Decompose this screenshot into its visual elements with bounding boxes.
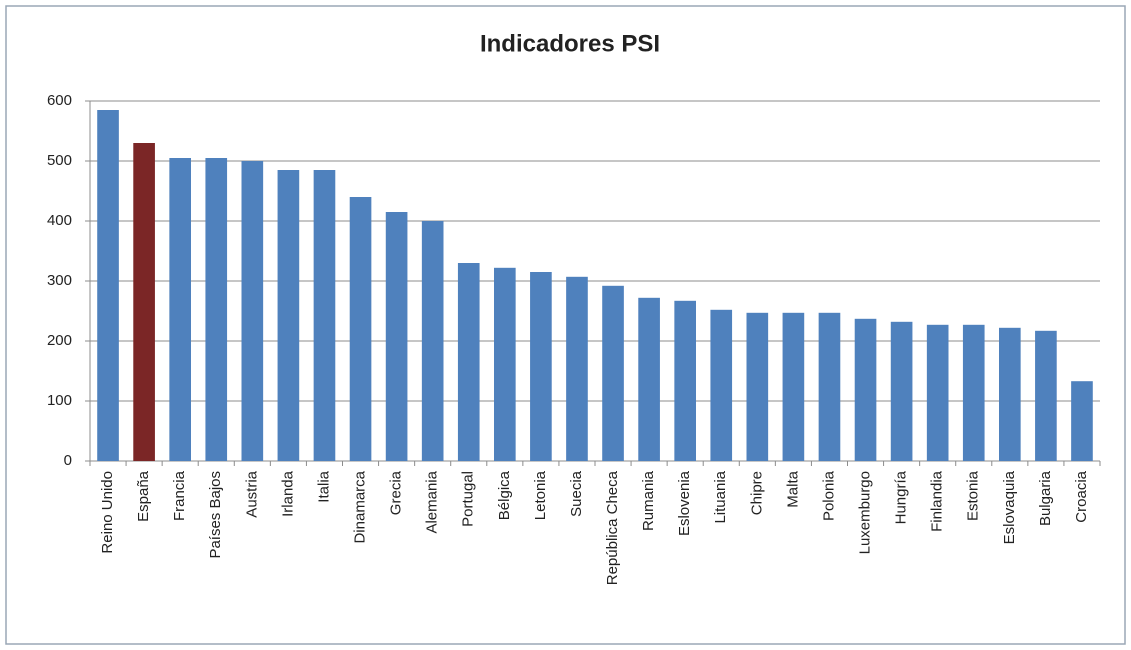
x-tick-label: Rumania: [640, 470, 657, 531]
bar: [133, 143, 155, 461]
bar: [457, 263, 480, 461]
bar: [169, 158, 191, 461]
bar: [1035, 330, 1057, 461]
x-tick-label: Portugal: [460, 471, 477, 527]
y-tick-label: 200: [47, 332, 72, 349]
x-tick-label: Bélgica: [496, 470, 513, 520]
bar: [385, 212, 408, 461]
bar: [818, 312, 841, 461]
x-tick-label: Grecia: [388, 470, 405, 515]
bar: [241, 161, 264, 461]
x-tick-label: Dinamarca: [352, 470, 369, 543]
x-tick-label: Polonia: [820, 470, 837, 521]
x-tick-label: España: [135, 470, 152, 522]
y-tick-label: 0: [64, 452, 72, 469]
x-tick-label: Suecia: [568, 470, 585, 517]
y-tick-label: 300: [47, 272, 72, 289]
bar: [313, 170, 336, 461]
x-tick-label: Croacia: [1073, 470, 1090, 522]
x-tick-label: Finlandia: [929, 470, 946, 532]
x-tick-label: Francia: [171, 470, 188, 521]
chart-title: Indicadores PSI: [480, 30, 660, 57]
bar: [97, 110, 119, 461]
bar: [854, 318, 877, 461]
bar: [566, 276, 588, 461]
x-tick-label: Reino Unido: [99, 471, 116, 554]
bar: [999, 327, 1021, 461]
x-tick-label: Estonia: [965, 470, 982, 521]
bar: [746, 312, 769, 461]
bar: [421, 221, 444, 461]
bar: [349, 197, 372, 461]
y-tick-label: 600: [47, 92, 72, 109]
bar: [1071, 381, 1093, 461]
y-tick-label: 100: [47, 392, 72, 409]
bar: [602, 285, 624, 461]
y-tick-label: 400: [47, 212, 72, 229]
bar: [890, 321, 913, 461]
y-tick-label: 500: [47, 152, 72, 169]
x-tick-label: Eslovenia: [676, 470, 693, 536]
x-tick-label: Italia: [315, 470, 332, 502]
bar: [277, 170, 300, 461]
bar: [926, 324, 949, 461]
x-tick-label: Austria: [243, 470, 260, 517]
bar: [962, 324, 985, 461]
x-tick-label: Eslovaquia: [1001, 470, 1018, 544]
bar: [638, 297, 660, 461]
x-tick-label: Luxemburgo: [857, 471, 874, 554]
bar: [205, 158, 228, 461]
x-tick-label: República Checa: [604, 470, 621, 585]
x-tick-label: Letonia: [532, 470, 549, 520]
x-tick-label: Lituania: [712, 470, 729, 523]
x-tick-label: Irlanda: [279, 470, 296, 517]
x-tick-label: Hungría: [893, 470, 910, 524]
bar: [530, 272, 552, 461]
x-tick-label: Bulgaria: [1037, 470, 1054, 526]
bar: [710, 309, 733, 461]
x-tick-label: Alemania: [424, 470, 441, 533]
bar: [782, 312, 805, 461]
x-tick-label: Países Bajos: [207, 471, 224, 559]
x-tick-label: Chipre: [748, 471, 765, 515]
bar: [674, 300, 696, 461]
bar: [494, 267, 516, 461]
x-tick-label: Malta: [784, 470, 801, 507]
